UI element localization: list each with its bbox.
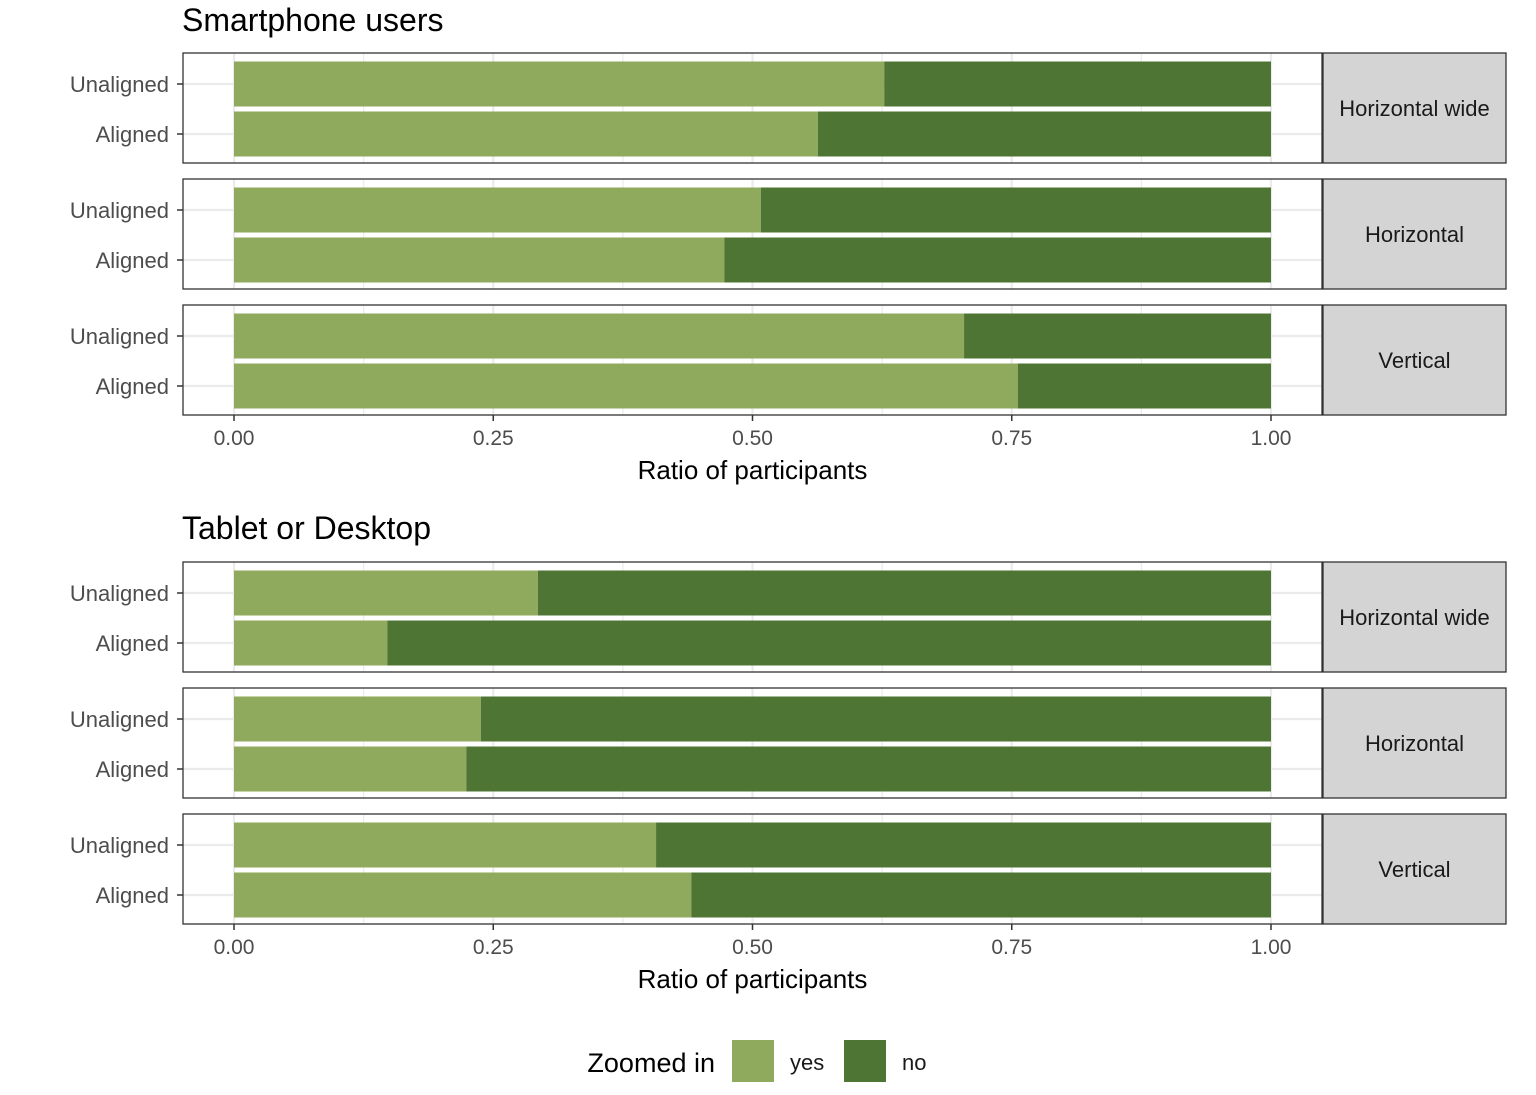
bar-no <box>884 61 1271 107</box>
bar-yes <box>234 313 965 359</box>
bar-yes <box>234 822 657 868</box>
y-tick-label: Aligned <box>96 122 169 147</box>
facet-strip <box>1322 813 1507 925</box>
bar-yes <box>234 620 388 666</box>
facet-panel: Horizontal wide <box>182 52 1507 164</box>
bar-yes <box>234 363 1018 409</box>
y-tick-label: Unaligned <box>70 72 169 97</box>
bar-no <box>656 822 1271 868</box>
panel-border <box>182 178 1323 290</box>
legend-key-yes <box>732 1040 774 1082</box>
y-tick-label: Unaligned <box>70 707 169 732</box>
legend: Zoomed in yes no <box>587 1040 926 1082</box>
chart-title: Smartphone users <box>182 2 443 38</box>
bar-yes <box>234 61 885 107</box>
bar-yes <box>234 187 761 233</box>
facet-panel: Vertical <box>182 813 1507 925</box>
facet-panel: Horizontal <box>182 687 1507 799</box>
x-tick-label: 1.00 <box>1251 936 1292 959</box>
bar-yes <box>234 696 481 742</box>
legend-key-no <box>844 1040 886 1082</box>
bar-no <box>760 187 1271 233</box>
facet-strip <box>1322 304 1507 416</box>
facet-panel: Horizontal <box>182 178 1507 290</box>
x-tick-label: 0.50 <box>732 936 773 959</box>
bar-yes <box>234 111 818 157</box>
y-tick-label: Unaligned <box>70 581 169 606</box>
legend-title: Zoomed in <box>587 1048 715 1078</box>
x-tick-label: 0.75 <box>991 427 1032 450</box>
tablet-desktop-chart: Tablet or Desktop Horizontal wide Unaligne… <box>70 510 1507 994</box>
bar-no <box>964 313 1271 359</box>
smartphone-chart: Smartphone users Horizontal wide Unaligned… <box>70 2 1507 485</box>
facet-strip <box>1322 52 1507 164</box>
y-tick-label: Aligned <box>96 757 169 782</box>
y-tick-label: Aligned <box>96 248 169 273</box>
bar-no <box>817 111 1271 157</box>
x-axis-title: Ratio of participants <box>638 964 868 994</box>
x-tick-label: 0.00 <box>214 427 255 450</box>
y-tick-label: Aligned <box>96 374 169 399</box>
y-tick-label: Aligned <box>96 631 169 656</box>
facet-strip-label: Vertical <box>1378 857 1450 882</box>
x-tick-label: 0.25 <box>473 427 514 450</box>
chart-title: Tablet or Desktop <box>182 510 431 546</box>
bar-yes <box>234 570 538 616</box>
facet-panel: Vertical <box>182 304 1507 416</box>
facet-strip-label: Vertical <box>1378 348 1450 373</box>
x-tick-label: 0.50 <box>732 427 773 450</box>
legend-label-yes: yes <box>790 1050 824 1075</box>
y-tick-label: Unaligned <box>70 324 169 349</box>
bar-no <box>480 696 1271 742</box>
facet-strip <box>1322 561 1507 673</box>
panel-border <box>182 52 1323 164</box>
bar-yes <box>234 746 467 792</box>
facet-strip <box>1322 687 1507 799</box>
bar-yes <box>234 237 725 283</box>
y-tick-label: Aligned <box>96 883 169 908</box>
bar-yes <box>234 872 692 918</box>
bar-no <box>1017 363 1271 409</box>
facet-strip-label: Horizontal wide <box>1339 605 1489 630</box>
facet-strip-label: Horizontal <box>1365 731 1464 756</box>
bar-no <box>724 237 1271 283</box>
facet-strip-label: Horizontal <box>1365 222 1464 247</box>
y-tick-label: Unaligned <box>70 198 169 223</box>
facet-strip-label: Horizontal wide <box>1339 96 1489 121</box>
bar-no <box>537 570 1271 616</box>
facet-strip <box>1322 178 1507 290</box>
x-tick-label: 1.00 <box>1251 427 1292 450</box>
bar-no <box>387 620 1271 666</box>
facet-panel: Horizontal wide <box>182 561 1507 673</box>
panel-border <box>182 687 1323 799</box>
x-tick-label: 0.25 <box>473 936 514 959</box>
y-tick-label: Unaligned <box>70 833 169 858</box>
x-tick-label: 0.00 <box>214 936 255 959</box>
bar-no <box>466 746 1272 792</box>
legend-label-no: no <box>902 1050 926 1075</box>
panel-border <box>182 561 1323 673</box>
bar-no <box>691 872 1271 918</box>
x-axis-title: Ratio of participants <box>638 455 868 485</box>
x-tick-label: 0.75 <box>991 936 1032 959</box>
